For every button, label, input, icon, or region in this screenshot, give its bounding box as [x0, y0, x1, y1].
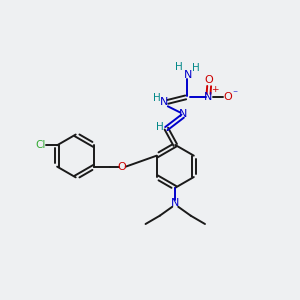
- Text: H: H: [153, 93, 160, 103]
- Text: O: O: [205, 75, 214, 85]
- Text: H: H: [156, 122, 164, 132]
- Text: H: H: [175, 62, 183, 72]
- Text: O: O: [224, 92, 233, 102]
- Text: N: N: [178, 109, 187, 119]
- Text: O: O: [118, 162, 127, 172]
- Text: N: N: [204, 92, 213, 102]
- Text: ⁻: ⁻: [233, 89, 238, 99]
- Text: N: N: [184, 70, 192, 80]
- Text: N: N: [160, 98, 169, 107]
- Text: Cl: Cl: [36, 140, 46, 150]
- Text: H: H: [192, 63, 199, 73]
- Text: N: N: [171, 198, 179, 208]
- Text: +: +: [211, 85, 218, 94]
